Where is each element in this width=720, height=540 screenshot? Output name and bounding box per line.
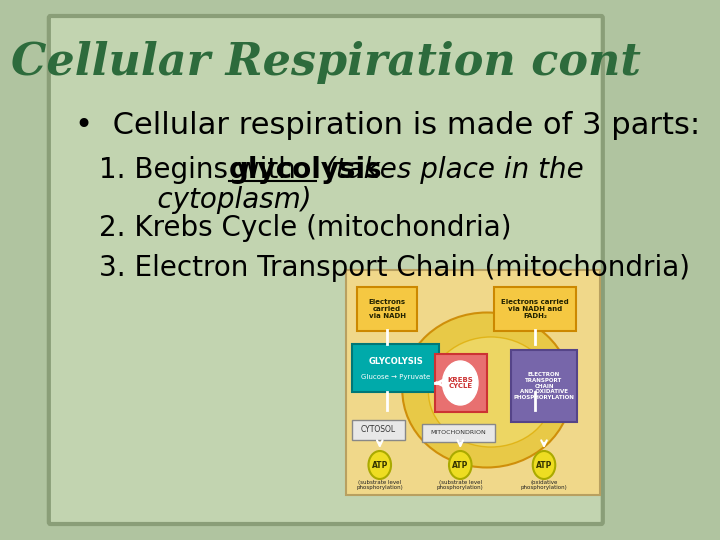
Text: Electrons carried
via NADH and
FADH₂: Electrons carried via NADH and FADH₂ [501, 299, 569, 319]
Text: 1. Begins with: 1. Begins with [99, 156, 305, 184]
FancyBboxPatch shape [357, 287, 417, 331]
Ellipse shape [428, 337, 553, 447]
Bar [434, 354, 487, 412]
FancyBboxPatch shape [346, 270, 600, 495]
Text: cytoplasm): cytoplasm) [113, 186, 312, 214]
Text: GLYCOLYSIS: GLYCOLYSIS [369, 357, 423, 367]
Circle shape [449, 451, 472, 479]
Text: (substrate level
phosphorylation): (substrate level phosphorylation) [356, 480, 403, 490]
Text: Glucose → Pyruvate: Glucose → Pyruvate [361, 374, 431, 380]
FancyBboxPatch shape [494, 287, 576, 331]
Text: 3. Electron Transport Chain (mitochondria): 3. Electron Transport Chain (mitochondri… [99, 254, 690, 282]
Text: ATP: ATP [372, 461, 388, 469]
Text: KREBS
CYCLE: KREBS CYCLE [447, 376, 473, 389]
FancyBboxPatch shape [49, 16, 603, 524]
Text: Cellular Respiration cont: Cellular Respiration cont [11, 40, 641, 84]
Text: MITOCHONDRION: MITOCHONDRION [431, 430, 487, 435]
Circle shape [443, 361, 478, 405]
Ellipse shape [402, 313, 572, 468]
Text: (takes place in the: (takes place in the [316, 156, 584, 184]
Text: 2. Krebs Cycle (mitochondria): 2. Krebs Cycle (mitochondria) [99, 214, 511, 242]
Text: (oxidative
phosphorylation): (oxidative phosphorylation) [521, 480, 567, 490]
Bar [352, 420, 405, 440]
Text: ATP: ATP [536, 461, 552, 469]
Text: ELECTRON
TRANSPORT
CHAIN
AND OXIDATIVE
PHOSPHORYLATION: ELECTRON TRANSPORT CHAIN AND OXIDATIVE P… [513, 372, 575, 400]
Circle shape [533, 451, 555, 479]
Circle shape [369, 451, 391, 479]
Text: glycolysis: glycolysis [229, 156, 383, 184]
Text: ATP: ATP [452, 461, 469, 469]
Text: •  Cellular respiration is made of 3 parts:: • Cellular respiration is made of 3 part… [75, 111, 700, 139]
Bar [511, 350, 577, 422]
Bar [352, 344, 439, 392]
Text: CYTOSOL: CYTOSOL [361, 426, 396, 435]
Text: Electrons
carried
via NADH: Electrons carried via NADH [369, 299, 405, 319]
Text: (substrate level
phosphorylation): (substrate level phosphorylation) [437, 480, 484, 490]
Bar [423, 424, 495, 442]
